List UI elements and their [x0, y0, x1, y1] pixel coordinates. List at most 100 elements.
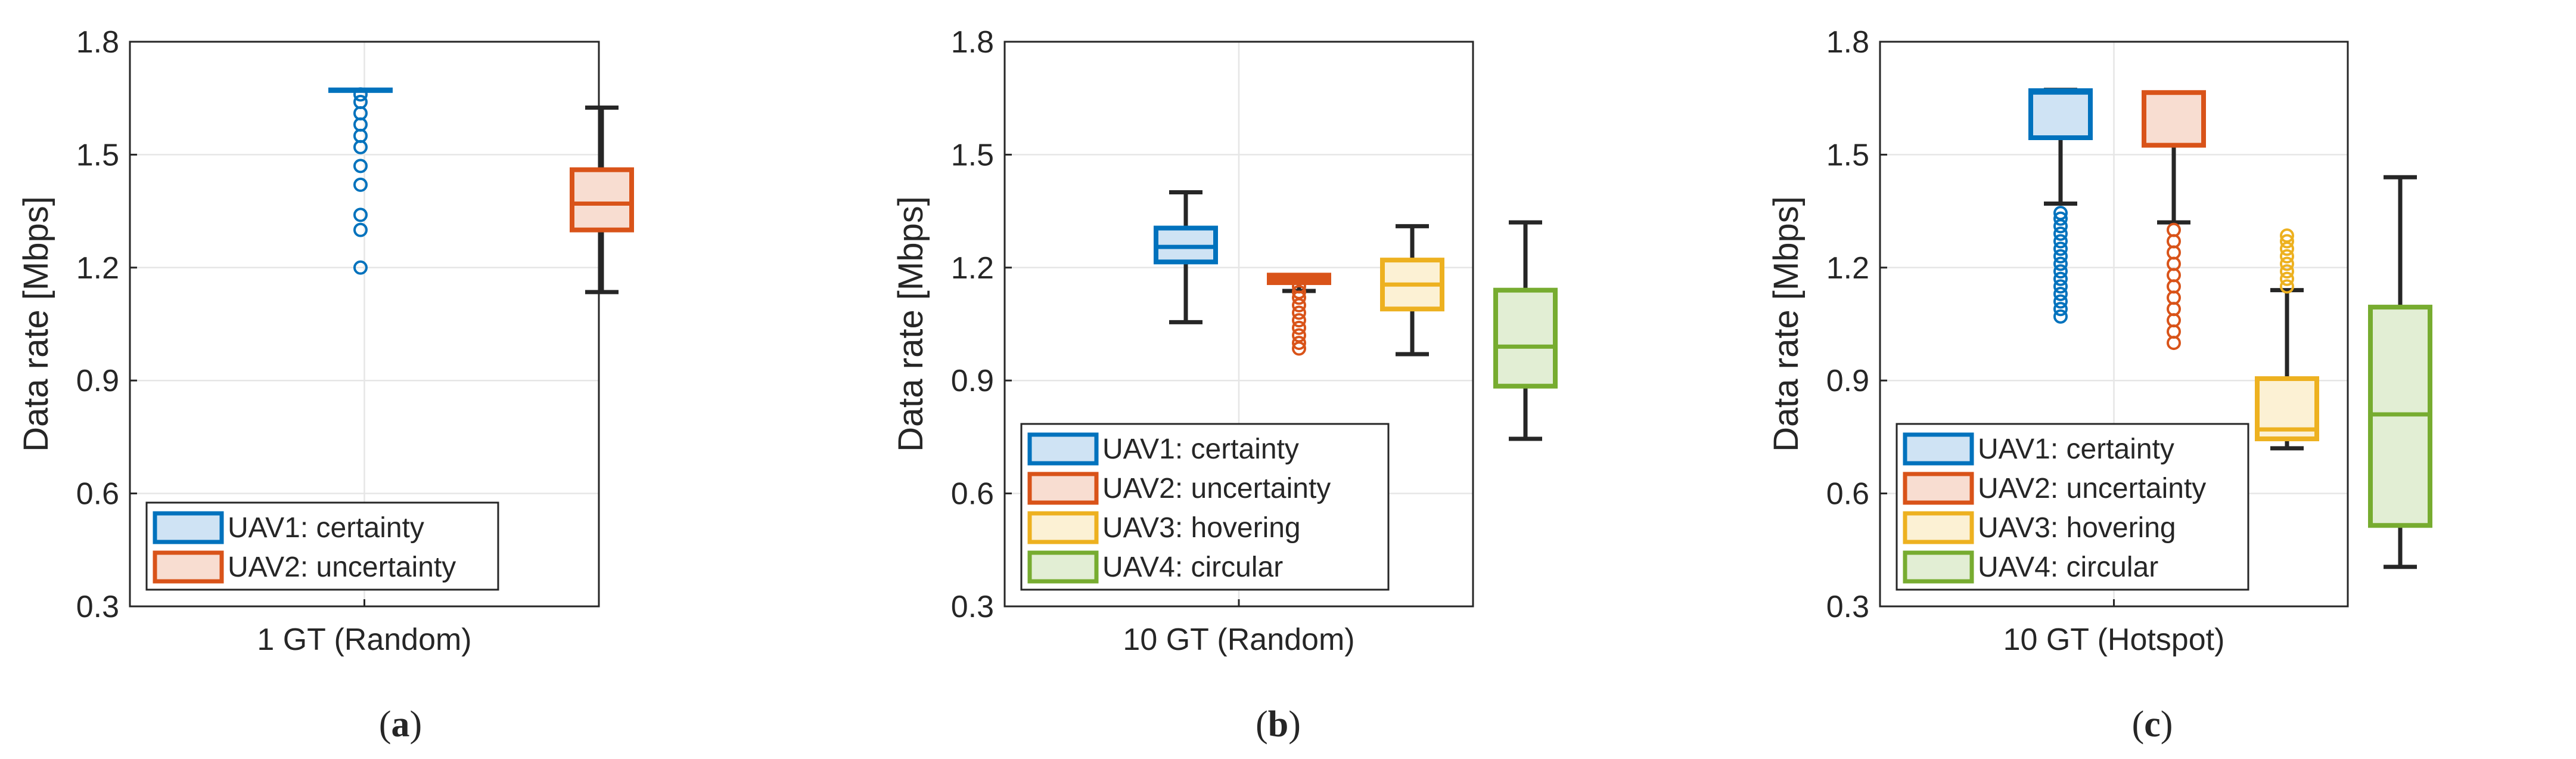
legend-label: UAV4: circular: [1102, 552, 1283, 583]
outlier-point: [2053, 249, 2068, 264]
outlier-point: [2280, 241, 2294, 256]
plot-frame: [1879, 41, 2349, 608]
outlier-point: [2280, 228, 2294, 243]
legend-swatch: [1903, 432, 1974, 466]
panel-caption: (b): [1256, 704, 1301, 745]
y-tick-label: 1.8: [1826, 25, 1869, 60]
outlier-point: [2053, 206, 2068, 221]
outlier-point: [1292, 320, 1306, 335]
legend-swatch: [1903, 472, 1974, 505]
outlier-point: [2280, 264, 2294, 279]
outlier-point: [1292, 298, 1306, 312]
y-tick-label: 1.2: [1826, 251, 1869, 286]
outlier-point: [1292, 341, 1306, 356]
legend-label: UAV3: hovering: [1978, 512, 2176, 544]
legend-swatch: [1027, 550, 1099, 584]
box-series-2: [570, 105, 634, 295]
y-axis-label: Data rate [Mbps]: [1767, 196, 1806, 452]
legend-swatch: [1027, 432, 1099, 466]
box: [570, 167, 634, 233]
outlier-point: [2280, 234, 2294, 249]
outlier-point: [2053, 219, 2068, 234]
outlier-point: [2053, 309, 2068, 324]
legend-label: UAV4: circular: [1978, 552, 2158, 583]
outlier-point: [2280, 279, 2294, 294]
plot-frame: [129, 41, 600, 608]
legend-label: UAV3: hovering: [1102, 512, 1301, 544]
x-axis-label: 10 GT (Random): [1123, 622, 1354, 657]
outlier-point: [2053, 256, 2068, 271]
legend: UAV1: certainty UAV2: uncertainty UAV3: ho…: [1896, 423, 2249, 591]
outlier-point: [2053, 279, 2068, 294]
outlier-point: [353, 159, 368, 174]
y-tick-label: 0.9: [76, 364, 119, 398]
y-tick-label: 0.6: [76, 477, 119, 512]
outlier-point: [1292, 305, 1306, 320]
y-tick-label: 0.9: [1826, 364, 1869, 398]
box-series-3: [1380, 224, 1444, 357]
legend-swatch: [153, 550, 224, 584]
y-tick-label: 0.3: [1826, 590, 1869, 624]
box: [2142, 90, 2206, 148]
outlier-point: [2167, 222, 2181, 237]
outlier-point: [353, 222, 368, 237]
y-tick-label: 0.3: [76, 590, 119, 624]
legend: UAV1: certainty UAV2: uncertainty UAV3: ho…: [1020, 423, 1390, 591]
outlier-point: [1292, 336, 1306, 351]
outlier-point: [2053, 286, 2068, 301]
outlier-point: [353, 177, 368, 192]
chart-panel-b: 0.3 0.6 0.9 1.2 1.5 1.8 UAV1: certainty UAV2: u…: [891, 25, 1558, 745]
y-tick-label: 0.3: [951, 590, 994, 624]
outlier-point: [353, 260, 368, 275]
y-tick-label: 0.9: [951, 364, 994, 398]
y-axis-label: Data rate [Mbps]: [891, 196, 930, 452]
box-series-1: [1154, 190, 1218, 324]
outlier-point: [2053, 302, 2068, 317]
legend-label: UAV2: uncertainty: [1978, 473, 2206, 504]
outlier-point: [2053, 294, 2068, 309]
chart-panel-c: 0.3 0.6 0.9 1.2 1.5 1.8 UAV1: certainty UAV2: u…: [1767, 25, 2432, 745]
y-tick-label: 1.5: [76, 138, 119, 172]
box-series-2: [1267, 272, 1331, 356]
y-tick-label: 1.2: [76, 251, 119, 286]
y-axis-label: Data rate [Mbps]: [17, 196, 55, 452]
outlier-point: [2280, 256, 2294, 271]
y-tick-label: 1.5: [1826, 138, 1869, 172]
y-tick-label: 0.6: [1826, 477, 1869, 512]
panel-caption: (c): [2132, 704, 2173, 745]
box: [1493, 287, 1558, 389]
plot-frame: [1003, 41, 1474, 608]
box: [2028, 88, 2093, 140]
box-series-1: [328, 87, 393, 275]
legend-label: UAV1: certainty: [1102, 433, 1299, 465]
legend-swatch: [153, 511, 224, 544]
y-tick-label: 1.5: [951, 138, 994, 172]
box-series-4: [2368, 175, 2432, 569]
legend: UAV1: certainty UAV2: uncertainty: [145, 501, 499, 591]
box-series-2: [2142, 90, 2206, 351]
box-series-4: [1493, 220, 1558, 441]
y-tick-label: 0.6: [951, 477, 994, 512]
legend-swatch: [1903, 550, 1974, 584]
outlier-point: [353, 207, 368, 222]
y-tick-label: 1.8: [951, 25, 994, 60]
outlier-point: [1292, 284, 1306, 299]
legend-label: UAV1: certainty: [228, 512, 424, 544]
outlier-point: [2053, 226, 2068, 241]
y-tick-label: 1.8: [76, 25, 119, 60]
outlier-point: [1292, 328, 1306, 343]
box-series-3: [2255, 228, 2319, 451]
legend-label: UAV1: certainty: [1978, 433, 2174, 465]
legend-label: UAV2: uncertainty: [1102, 473, 1331, 504]
legend-swatch: [1903, 511, 1974, 544]
outlier-point: [2053, 234, 2068, 249]
outlier-point: [2053, 271, 2068, 286]
outlier-point: [2053, 241, 2068, 256]
outlier-point: [1292, 313, 1306, 328]
outlier-point: [2280, 249, 2294, 264]
outlier-point: [2053, 211, 2068, 226]
x-axis-label: 10 GT (Hotspot): [2003, 622, 2225, 657]
y-tick-label: 1.2: [951, 251, 994, 286]
outlier-point: [2280, 271, 2294, 286]
